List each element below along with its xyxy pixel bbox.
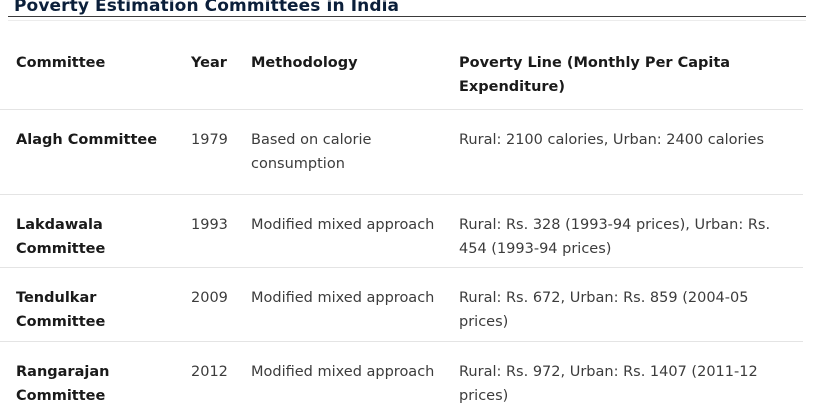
table-row: Rangarajan Committee 2012 Modified mixed… — [0, 341, 803, 408]
header-row: Committee Year Methodology Poverty Line … — [0, 33, 803, 110]
header-year: Year — [181, 33, 237, 110]
committee-name: Alagh Committee — [0, 109, 181, 195]
committee-name: Tendulkar Committee — [0, 267, 181, 342]
page-title: Poverty Estimation Committees in India — [14, 0, 400, 16]
committee-methodology: Modified mixed approach — [237, 267, 447, 342]
title-divider — [8, 16, 806, 17]
committee-poverty-line: Rural: Rs. 328 (1993-94 prices), Urban: … — [447, 194, 803, 268]
committee-poverty-line: Rural: 2100 calories, Urban: 2400 calori… — [447, 109, 803, 195]
committee-methodology: Modified mixed approach — [251, 363, 435, 380]
table-header: Committee Year Methodology Poverty Line … — [0, 33, 803, 110]
committee-methodology: Modified mixed approach — [237, 194, 447, 268]
title-divider-light — [8, 20, 806, 21]
header-poverty-line: Poverty Line (Monthly Per Capita Expendi… — [447, 33, 803, 110]
committee-poverty-line: Rural: Rs. 672, Urban: Rs. 859 (2004-05 … — [447, 267, 803, 342]
committees-table-container: Committee Year Methodology Poverty Line … — [0, 33, 803, 408]
committee-year: 2009 — [181, 267, 237, 342]
committee-year: 1979 — [181, 109, 237, 195]
committee-methodology: Based on calorie consumption — [237, 109, 447, 195]
table-body: Alagh Committee 1979 Based on calorie co… — [0, 109, 803, 408]
committee-name: Rangarajan Committee — [16, 363, 110, 404]
committee-name: Lakdawala Committee — [0, 194, 181, 268]
committees-table: Committee Year Methodology Poverty Line … — [0, 33, 803, 408]
table-row: Lakdawala Committee 1993 Modified mixed … — [0, 194, 803, 268]
header-methodology: Methodology — [237, 33, 447, 110]
committee-year: 1993 — [181, 194, 237, 268]
header-committee: Committee — [0, 33, 181, 110]
table-row: Alagh Committee 1979 Based on calorie co… — [0, 109, 803, 195]
table-row: Tendulkar Committee 2009 Modified mixed … — [0, 267, 803, 342]
committee-year: 2012 — [191, 363, 228, 380]
committee-poverty-line: Rural: Rs. 972, Urban: Rs. 1407 (2011-12… — [459, 363, 758, 404]
